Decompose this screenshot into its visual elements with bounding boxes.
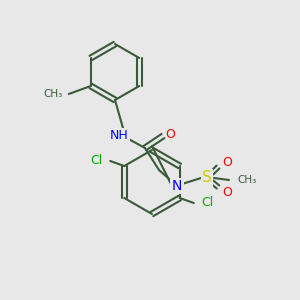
Text: N: N [172,179,182,193]
Text: NH: NH [110,129,128,142]
Text: O: O [165,128,175,140]
Text: CH₃: CH₃ [237,175,256,185]
Text: O: O [222,155,232,169]
Text: O: O [222,185,232,199]
Text: CH₃: CH₃ [44,89,63,99]
Text: Cl: Cl [202,196,214,209]
Text: Cl: Cl [90,154,102,167]
Text: S: S [202,170,212,185]
